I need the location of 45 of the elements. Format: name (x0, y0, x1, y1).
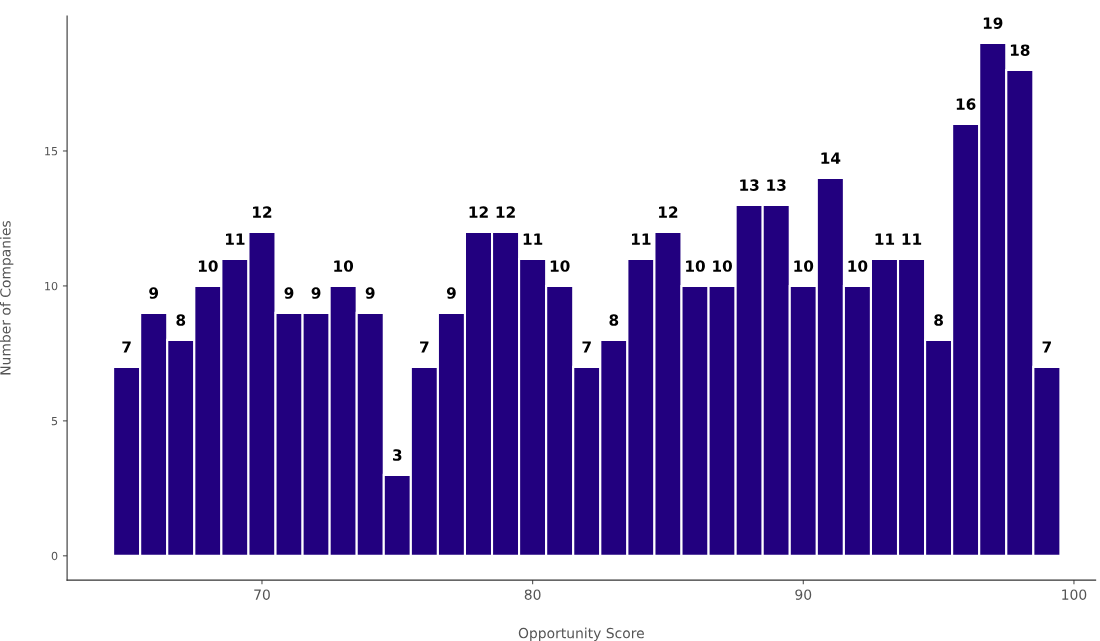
y-tick-label: 5 (51, 416, 58, 426)
data-label: 13 (767, 179, 786, 191)
data-label: 8 (609, 314, 619, 326)
data-label: 19 (983, 17, 1003, 29)
x-tick-label: 100 (1062, 589, 1087, 600)
data-label: 10 (198, 260, 218, 272)
data-label: 7 (122, 341, 131, 353)
y-tick-label: 10 (45, 281, 58, 291)
data-label: 10 (550, 260, 570, 272)
y-tick-label: 15 (45, 147, 58, 156)
data-label: 9 (446, 287, 456, 299)
data-label: 10 (848, 260, 868, 272)
data-label: 9 (365, 287, 375, 299)
x-tick-label: 70 (254, 589, 270, 600)
data-label: 10 (334, 260, 354, 272)
data-label: 9 (284, 287, 294, 299)
y-axis-title: Number of Companies (0, 220, 14, 375)
data-label: 7 (420, 341, 429, 353)
data-label: 10 (686, 260, 705, 272)
data-label: 11 (902, 233, 922, 245)
data-label: 12 (469, 206, 488, 218)
data-label: 12 (659, 206, 678, 218)
data-label: 13 (740, 179, 759, 191)
data-label: 12 (253, 206, 272, 218)
data-label: 10 (794, 260, 814, 272)
y-tick-label: 0 (51, 551, 58, 561)
data-label: 9 (311, 287, 321, 299)
data-label: 11 (226, 233, 245, 245)
data-label: 7 (1042, 341, 1051, 353)
data-label: 16 (956, 98, 976, 110)
data-label: 11 (631, 233, 651, 245)
x-tick-label: 90 (795, 589, 812, 600)
data-label: 10 (713, 260, 732, 272)
data-label: 8 (934, 314, 943, 326)
data-label: 11 (875, 233, 895, 245)
data-label: 18 (1010, 44, 1030, 56)
data-label: 11 (523, 233, 543, 245)
data-label: 7 (582, 341, 591, 353)
x-tick-label: 80 (524, 589, 541, 600)
x-axis-title: Opportunity Score (518, 627, 644, 641)
data-label: 9 (149, 287, 159, 299)
data-label: 12 (496, 206, 515, 218)
data-label: 3 (393, 449, 402, 461)
data-label: 8 (176, 314, 186, 326)
data-label: 14 (821, 152, 841, 164)
